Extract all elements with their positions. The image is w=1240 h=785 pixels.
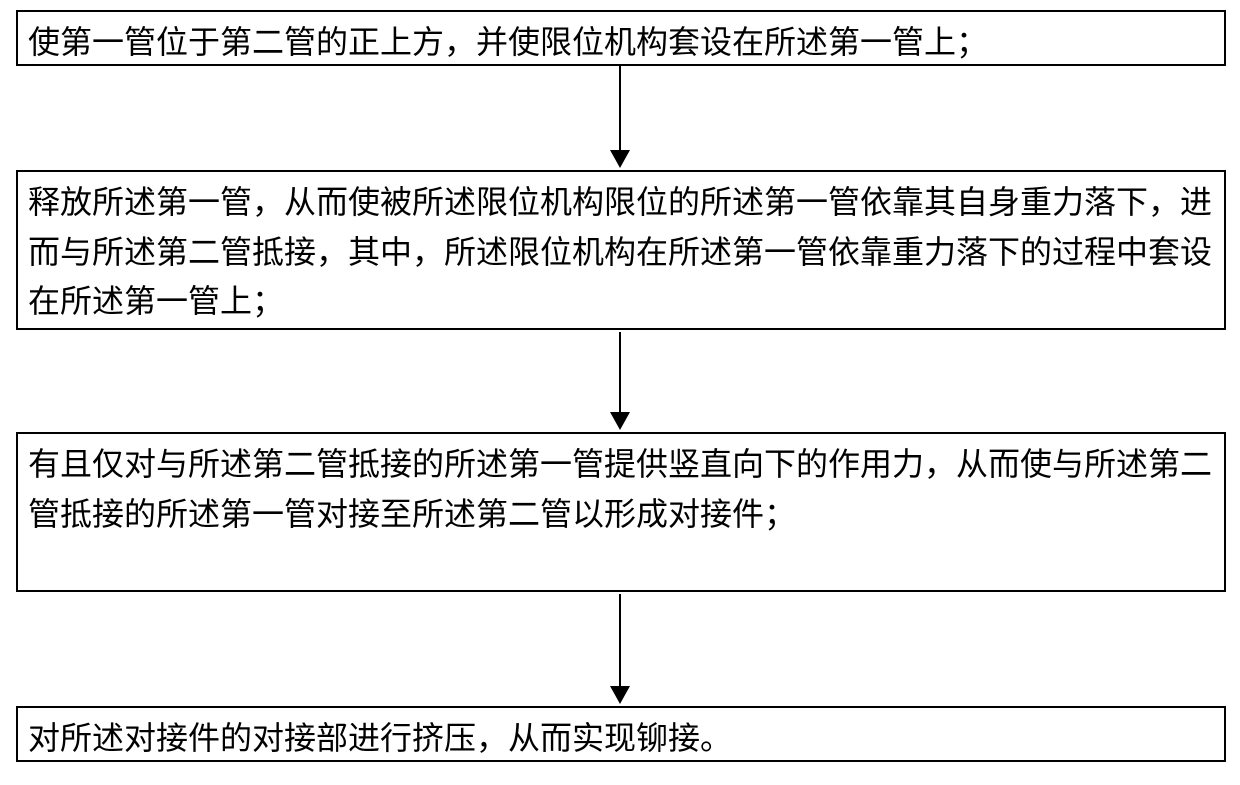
flow-step-3: 有且仅对与所述第二管抵接的所述第一管提供竖直向下的作用力，从而使与所述第二管抵接… [16,432,1226,592]
flow-step-3-text: 有且仅对与所述第二管抵接的所述第一管提供竖直向下的作用力，从而使与所述第二管抵接… [28,446,1212,532]
flow-step-2: 释放所述第一管，从而使被所述限位机构限位的所述第一管依靠其自身重力落下，进而与所… [16,170,1226,330]
flow-step-4-text: 对所述对接件的对接部进行挤压，从而实现铆接。 [28,720,732,756]
flow-step-4: 对所述对接件的对接部进行挤压，从而实现铆接。 [16,706,1226,762]
flow-arrow-3-4 [608,594,632,704]
flow-step-1: 使第一管位于第二管的正上方，并使限位机构套设在所述第一管上； [16,10,1226,66]
flow-step-2-text: 释放所述第一管，从而使被所述限位机构限位的所述第一管依靠其自身重力落下，进而与所… [28,184,1212,319]
flow-arrow-2-3 [608,332,632,430]
arrow-head-icon [610,412,630,430]
arrow-line [619,332,621,412]
flow-step-1-text: 使第一管位于第二管的正上方，并使限位机构套设在所述第一管上； [28,24,988,60]
arrow-head-icon [610,150,630,168]
flowchart-canvas: 使第一管位于第二管的正上方，并使限位机构套设在所述第一管上； 释放所述第一管，从… [0,0,1240,785]
arrow-line [619,66,621,150]
arrow-line [619,594,621,686]
arrow-head-icon [610,686,630,704]
flow-arrow-1-2 [608,66,632,168]
